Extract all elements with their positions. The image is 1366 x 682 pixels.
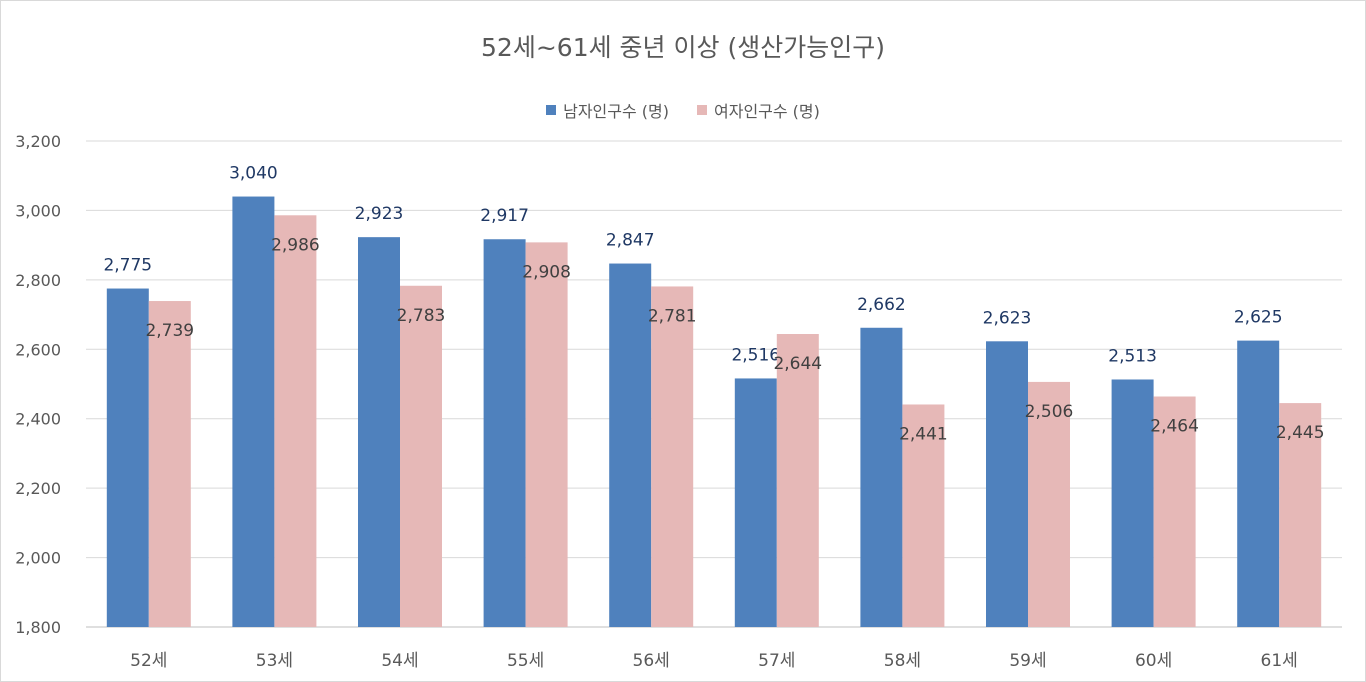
y-tick-label: 2,600 — [15, 340, 61, 359]
bar — [232, 196, 275, 628]
legend-swatch-male — [546, 105, 557, 115]
y-tick-label: 2,400 — [15, 410, 61, 429]
bar — [106, 288, 149, 627]
y-tick-label: 2,000 — [15, 549, 61, 568]
x-tick-label: 52세 — [130, 651, 167, 671]
bar — [651, 286, 694, 627]
x-tick-label: 56세 — [633, 651, 670, 671]
bar — [358, 237, 400, 627]
bar — [776, 334, 819, 627]
data-label: 2,464 — [1150, 416, 1199, 436]
chart-legend: 남자인구수 (명) 여자인구수 (명) — [0, 98, 1366, 122]
data-label: 2,441 — [899, 424, 948, 444]
x-tick-label: 53세 — [256, 651, 293, 671]
data-label: 2,662 — [857, 295, 906, 315]
data-label: 2,516 — [731, 345, 780, 365]
x-tick-label: 54세 — [381, 651, 418, 671]
data-label: 2,644 — [773, 354, 822, 374]
x-tick-label: 57세 — [758, 651, 795, 671]
data-label: 2,623 — [983, 308, 1032, 328]
bar — [1153, 396, 1196, 627]
x-tick-label: 58세 — [884, 651, 921, 671]
bar — [1028, 381, 1070, 627]
data-label: 2,847 — [606, 231, 655, 251]
data-label: 2,923 — [355, 204, 404, 224]
data-label: 2,445 — [1276, 423, 1325, 443]
y-tick-label: 2,200 — [15, 479, 61, 498]
y-tick-label: 3,200 — [15, 132, 61, 151]
data-label: 2,625 — [1234, 308, 1283, 328]
legend-swatch-female — [697, 105, 707, 115]
data-label: 2,986 — [271, 235, 320, 255]
bar — [986, 341, 1028, 627]
x-tick-label: 55세 — [507, 651, 544, 671]
x-tick-label: 61세 — [1261, 651, 1298, 671]
data-label: 2,783 — [397, 306, 446, 326]
chart-title: 52세~61세 중년 이상 (생산가능인구) — [481, 33, 885, 62]
legend-label-male: 남자인구수 (명) — [563, 102, 669, 121]
bar — [902, 404, 945, 627]
bar — [1279, 403, 1322, 627]
bar — [400, 285, 442, 627]
bar — [525, 242, 568, 627]
bar — [1111, 379, 1154, 627]
bar — [148, 301, 191, 627]
bar — [609, 263, 652, 627]
x-tick-label: 60세 — [1135, 651, 1172, 671]
data-label: 2,908 — [522, 262, 571, 282]
data-label: 3,040 — [229, 164, 278, 184]
legend-item-male: 남자인구수 (명) — [546, 98, 669, 122]
legend-label-female: 여자인구수 (명) — [714, 102, 820, 121]
legend-item-female: 여자인구수 (명) — [697, 98, 820, 122]
y-tick-label: 3,000 — [15, 201, 61, 220]
y-tick-label: 1,800 — [15, 618, 61, 637]
bar — [483, 239, 526, 627]
data-label: 2,775 — [103, 256, 152, 276]
bar — [734, 378, 777, 627]
x-tick-label: 59세 — [1009, 651, 1046, 671]
bar — [274, 215, 317, 627]
data-label: 2,781 — [648, 306, 697, 326]
bar — [1237, 340, 1280, 627]
data-label: 2,917 — [480, 206, 529, 226]
y-tick-label: 2,800 — [15, 271, 61, 290]
bar — [860, 327, 903, 627]
data-label: 2,513 — [1108, 346, 1157, 366]
data-label: 2,506 — [1025, 402, 1074, 422]
data-label: 2,739 — [145, 321, 194, 341]
